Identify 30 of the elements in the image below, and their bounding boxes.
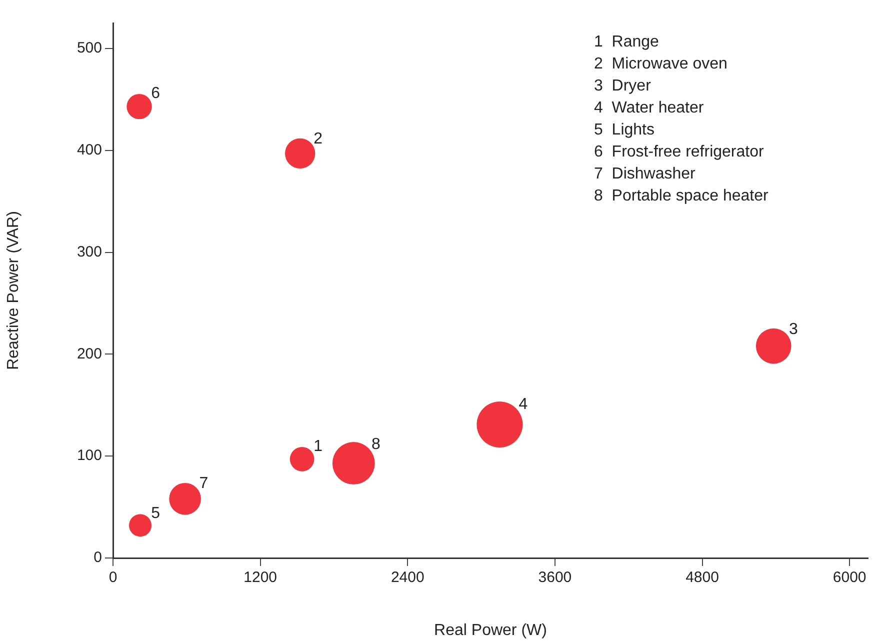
annotation: 3 xyxy=(788,321,798,338)
y-tick-label: 200 xyxy=(76,345,102,362)
annotation: 4 xyxy=(518,396,528,413)
annotation: 7 xyxy=(199,475,208,492)
y-axis-title: Reactive Power (VAR) xyxy=(5,211,22,370)
y-tick-label: 100 xyxy=(76,447,102,464)
y-tick-label: 500 xyxy=(76,40,102,57)
annotation: 2 Microwave oven xyxy=(594,55,728,72)
annotation: 8 Portable space heater xyxy=(594,187,770,204)
x-tick-label: 6000 xyxy=(832,569,866,586)
annotation: 1 xyxy=(314,438,323,456)
annotation: 5 Lights xyxy=(594,121,654,138)
x-axis-title: Real Power (W) xyxy=(434,622,547,639)
annotation: 4 Water heater xyxy=(594,99,704,116)
x-tick-label: 3600 xyxy=(538,569,572,586)
y-tick-label: 400 xyxy=(76,142,102,159)
x-tick-label: 1200 xyxy=(244,569,278,586)
x-tick-label: 0 xyxy=(108,569,118,586)
annotation: 1 Range xyxy=(594,33,660,50)
annotation: 2 xyxy=(314,130,323,148)
annotation: 6 xyxy=(151,85,160,102)
annotation: 5 xyxy=(151,504,160,522)
y-tick-label: 300 xyxy=(76,243,102,260)
annotation: 3 Dryer xyxy=(594,77,652,94)
x-tick-label: 2400 xyxy=(390,569,424,586)
x-tick-label: 4800 xyxy=(686,569,719,586)
y-tick-label: 0 xyxy=(94,549,102,566)
annotation: 8 xyxy=(371,436,380,453)
annotation: 6 Frost-free refrigerator xyxy=(594,143,764,160)
annotation: 7 Dishwasher xyxy=(594,165,696,182)
